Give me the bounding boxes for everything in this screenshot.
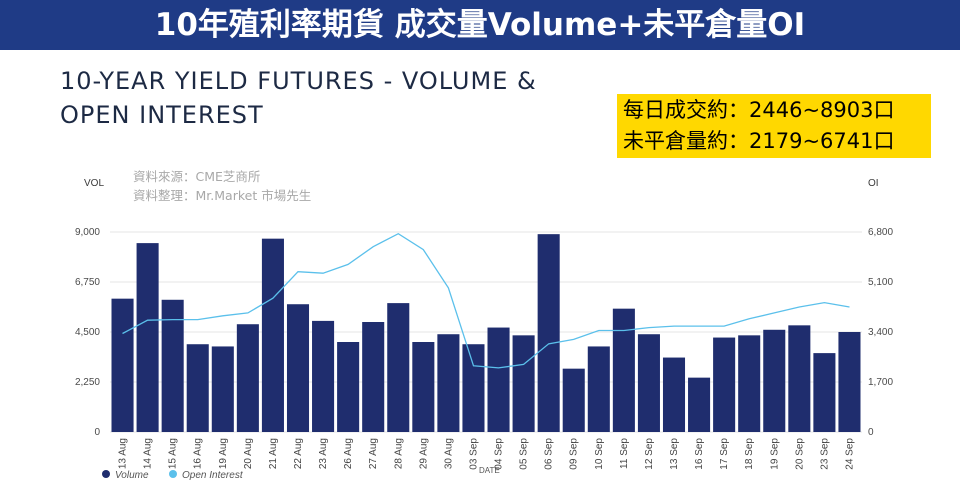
- source-line1: 資料來源：CME芝商所: [133, 169, 261, 184]
- volume-bar: [713, 337, 736, 432]
- legend-volume-label: Volume: [115, 470, 149, 481]
- x-tick-label: 29 Aug: [418, 438, 429, 469]
- x-tick-label: 26 Aug: [343, 438, 354, 469]
- volume-bar: [286, 304, 310, 432]
- y-left-tick-label: 2,250: [75, 377, 100, 388]
- x-tick-label: 16 Aug: [193, 438, 204, 469]
- chart-title-line1: 10-YEAR YIELD FUTURES - VOLUME &: [60, 67, 537, 95]
- volume-bar: [487, 327, 510, 432]
- volume-bar: [788, 325, 811, 432]
- x-tick-label: 20 Sep: [794, 438, 805, 470]
- volume-bar: [236, 324, 259, 432]
- x-tick-label: 19 Aug: [218, 438, 229, 469]
- volume-bar: [537, 234, 560, 432]
- info-line-oi: 未平倉量約：2179~6741口: [623, 129, 895, 153]
- y-left-tick-label: 0: [94, 427, 100, 438]
- open-interest-line-group: [122, 232, 850, 369]
- source-note: 資料來源：CME芝商所 資料整理：Mr.Market 市場先生: [133, 167, 311, 205]
- x-tick-label: 05 Sep: [519, 438, 530, 470]
- x-tick-label: 18 Sep: [744, 438, 755, 470]
- volume-bar: [738, 335, 761, 432]
- info-line-volume: 每日成交約：2446~8903口: [623, 98, 895, 122]
- banner-title: 10年殖利率期貨 成交量Volume+未平倉量OI: [0, 0, 960, 50]
- volume-bar: [261, 238, 284, 432]
- volume-bar: [612, 308, 635, 432]
- legend-oi-marker: [169, 470, 177, 478]
- volume-bar: [562, 368, 585, 432]
- x-tick-label: 24 Sep: [844, 438, 855, 470]
- volume-bar: [462, 344, 485, 432]
- x-tick-label: 27 Aug: [368, 438, 379, 469]
- x-tick-label: 13 Sep: [669, 438, 680, 470]
- volume-bar: [688, 377, 711, 432]
- y-axis-right-label: OI: [868, 178, 879, 189]
- volume-bar: [763, 329, 786, 432]
- y-right-tick-label: 1,700: [868, 377, 893, 388]
- volume-bar: [587, 346, 610, 432]
- x-tick-label: 28 Aug: [393, 438, 404, 469]
- x-tick-label: 12 Sep: [644, 438, 655, 470]
- x-tick-label: 04 Sep: [494, 438, 505, 470]
- y-axis-left-label: VOL: [84, 178, 104, 189]
- volume-bar: [512, 335, 535, 432]
- info-box: 每日成交約：2446~8903口 未平倉量約：2179~6741口: [617, 94, 931, 158]
- y-right-tick-label: 6,800: [868, 227, 893, 238]
- legend-volume-marker: [102, 470, 110, 478]
- gridlines: [110, 231, 862, 433]
- x-tick-label: 30 Aug: [443, 438, 454, 469]
- legend: Volume Open Interest: [102, 470, 244, 481]
- volume-bar: [637, 334, 660, 432]
- y-right-tick-label: 3,400: [868, 327, 893, 338]
- volume-bar: [412, 342, 435, 432]
- x-tick-label: 11 Sep: [619, 438, 630, 469]
- open-interest-line: [122, 232, 850, 369]
- x-tick-label: 10 Sep: [594, 438, 605, 470]
- x-tick-label: 23 Aug: [318, 438, 329, 469]
- volume-bar: [662, 357, 686, 432]
- volume-bar: [838, 332, 861, 432]
- volume-bar: [161, 299, 184, 432]
- y-right-tick-label: 0: [868, 427, 874, 438]
- volume-bar: [312, 320, 335, 432]
- volume-bar: [362, 322, 385, 432]
- y-left-tick-label: 6,750: [75, 277, 100, 288]
- y-left-tick-label: 9,000: [75, 227, 100, 238]
- chart-title: 10-YEAR YIELD FUTURES - VOLUME & OPEN IN…: [60, 64, 620, 132]
- x-tick-label: 17 Sep: [719, 438, 730, 470]
- x-axis: 13 Aug 14 Aug 15 Aug 16 Aug 19 Aug 20 Aug 21 A…: [118, 438, 856, 470]
- volume-bar: [111, 298, 134, 432]
- y-axis-left: 0 2,250 4,500 6,750 9,000: [75, 227, 100, 438]
- y-axis-right: 0 1,700 3,400 5,100 6,800: [868, 227, 893, 438]
- x-tick-label: 03 Sep: [468, 438, 479, 470]
- volume-bar: [387, 303, 410, 432]
- volume-bar: [437, 334, 460, 432]
- chart-title-line2: OPEN INTEREST: [60, 101, 264, 129]
- x-tick-label: 09 Sep: [569, 438, 580, 470]
- x-tick-label: 20 Aug: [243, 438, 254, 469]
- volume-bar: [337, 342, 360, 432]
- volume-bar: [813, 353, 836, 432]
- y-left-tick-label: 4,500: [75, 327, 100, 338]
- x-tick-label: 13 Aug: [118, 438, 129, 469]
- x-tick-label: 06 Sep: [544, 438, 555, 470]
- x-tick-label: 19 Sep: [769, 438, 780, 470]
- y-right-tick-label: 5,100: [868, 277, 893, 288]
- x-tick-label: 15 Aug: [168, 438, 179, 469]
- volume-bar: [186, 344, 209, 432]
- x-tick-label: 16 Sep: [694, 438, 705, 470]
- x-axis-label: DATE: [479, 466, 500, 475]
- x-tick-label: 22 Aug: [293, 438, 304, 469]
- x-tick-label: 14 Aug: [143, 438, 154, 469]
- volume-bars: [111, 234, 861, 432]
- source-line2: 資料整理：Mr.Market 市場先生: [133, 188, 312, 203]
- x-tick-label: 21 Aug: [268, 438, 279, 469]
- volume-bar: [136, 243, 159, 432]
- x-tick-label: 23 Sep: [819, 438, 830, 470]
- legend-oi-label: Open Interest: [182, 470, 244, 481]
- volume-bar: [211, 346, 234, 432]
